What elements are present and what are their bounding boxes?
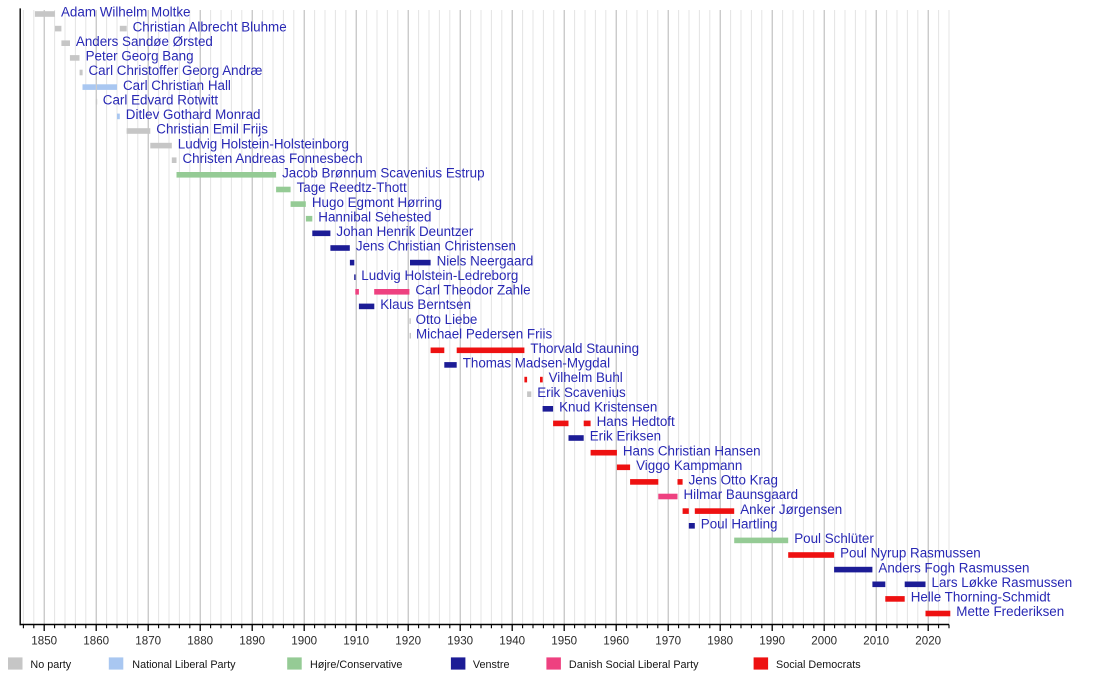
svg-text:2020: 2020 [915,635,941,648]
svg-text:2010: 2010 [863,635,889,648]
svg-text:Ludvig Holstein-Holsteinborg: Ludvig Holstein-Holsteinborg [178,136,349,151]
svg-text:Carl Theodor Zahle: Carl Theodor Zahle [415,283,530,298]
svg-text:Knud Kristensen: Knud Kristensen [559,400,657,415]
svg-text:1970: 1970 [655,635,681,648]
svg-text:1950: 1950 [551,635,577,648]
svg-text:Ditlev Gothard Monrad: Ditlev Gothard Monrad [126,107,261,122]
svg-text:Hugo Egmont Hørring: Hugo Egmont Hørring [312,195,442,210]
svg-text:Thomas Madsen-Mygdal: Thomas Madsen-Mygdal [463,356,610,371]
svg-text:Viggo Kampmann: Viggo Kampmann [636,458,742,473]
svg-text:Mette Frederiksen: Mette Frederiksen [956,604,1064,619]
svg-text:Jens Otto Krag: Jens Otto Krag [689,473,778,488]
svg-text:Otto Liebe: Otto Liebe [416,312,478,327]
svg-text:1890: 1890 [239,635,265,648]
svg-text:1990: 1990 [759,635,785,648]
svg-text:Ludvig Holstein-Ledreborg: Ludvig Holstein-Ledreborg [361,268,518,283]
svg-text:2000: 2000 [811,635,837,648]
svg-text:Carl Edvard Rotwitt: Carl Edvard Rotwitt [103,92,219,107]
svg-text:Vilhelm Buhl: Vilhelm Buhl [549,370,623,385]
svg-text:No party: No party [30,659,71,671]
svg-text:Jens Christian Christensen: Jens Christian Christensen [356,239,516,254]
svg-text:Adam Wilhelm Moltke: Adam Wilhelm Moltke [61,5,190,20]
svg-text:Anker Jørgensen: Anker Jørgensen [740,502,842,517]
svg-text:Christen Andreas Fonnesbech: Christen Andreas Fonnesbech [183,151,363,166]
svg-text:Erik Eriksen: Erik Eriksen [590,429,661,444]
svg-text:Hans Christian Hansen: Hans Christian Hansen [623,443,761,458]
svg-text:1910: 1910 [343,635,369,648]
svg-text:Niels Neergaard: Niels Neergaard [437,253,534,268]
svg-text:Hans Hedtoft: Hans Hedtoft [597,414,675,429]
svg-text:Anders Sandøe Ørsted: Anders Sandøe Ørsted [76,34,213,49]
svg-text:Helle Thorning-Schmidt: Helle Thorning-Schmidt [911,590,1051,605]
svg-text:1940: 1940 [499,635,525,648]
svg-text:Peter Georg Bang: Peter Georg Bang [86,49,194,64]
svg-text:Poul Schlüter: Poul Schlüter [794,531,874,546]
svg-text:Erik Scavenius: Erik Scavenius [537,385,626,400]
svg-text:Klaus Berntsen: Klaus Berntsen [380,297,471,312]
svg-text:1960: 1960 [603,635,629,648]
svg-text:1900: 1900 [291,635,317,648]
svg-text:Danish Social Liberal Party: Danish Social Liberal Party [569,659,699,671]
svg-text:Hannibal Sehested: Hannibal Sehested [318,209,431,224]
svg-text:Højre/Conservative: Højre/Conservative [310,659,402,671]
svg-text:1930: 1930 [447,635,473,648]
svg-text:1870: 1870 [135,635,161,648]
svg-text:Michael Pedersen Friis: Michael Pedersen Friis [416,326,552,341]
svg-text:1880: 1880 [187,635,213,648]
svg-text:Carl Christoffer Georg Andræ: Carl Christoffer Georg Andræ [89,63,263,78]
svg-text:Lars Løkke Rasmussen: Lars Løkke Rasmussen [932,575,1073,590]
svg-text:Venstre: Venstre [473,659,510,671]
svg-text:Johan Henrik Deuntzer: Johan Henrik Deuntzer [336,224,473,239]
svg-text:Poul Hartling: Poul Hartling [701,517,778,532]
svg-text:Thorvald Stauning: Thorvald Stauning [530,341,639,356]
svg-text:Anders Fogh Rasmussen: Anders Fogh Rasmussen [878,560,1029,575]
svg-text:Tage Reedtz-Thott: Tage Reedtz-Thott [297,180,407,195]
svg-text:1980: 1980 [707,635,733,648]
svg-text:Poul Nyrup Rasmussen: Poul Nyrup Rasmussen [840,546,981,561]
svg-text:National Liberal Party: National Liberal Party [132,659,236,671]
svg-text:Christian Albrecht Bluhme: Christian Albrecht Bluhme [133,19,287,34]
svg-text:Hilmar Baunsgaard: Hilmar Baunsgaard [684,487,799,502]
svg-text:Social Democrats: Social Democrats [776,659,861,671]
svg-text:1920: 1920 [395,635,421,648]
svg-text:Carl Christian Hall: Carl Christian Hall [123,78,231,93]
svg-text:1860: 1860 [83,635,109,648]
svg-text:Jacob Brønnum Scavenius Estrup: Jacob Brønnum Scavenius Estrup [282,166,484,181]
svg-text:Christian Emil Frijs: Christian Emil Frijs [156,122,268,137]
svg-text:1850: 1850 [31,635,57,648]
